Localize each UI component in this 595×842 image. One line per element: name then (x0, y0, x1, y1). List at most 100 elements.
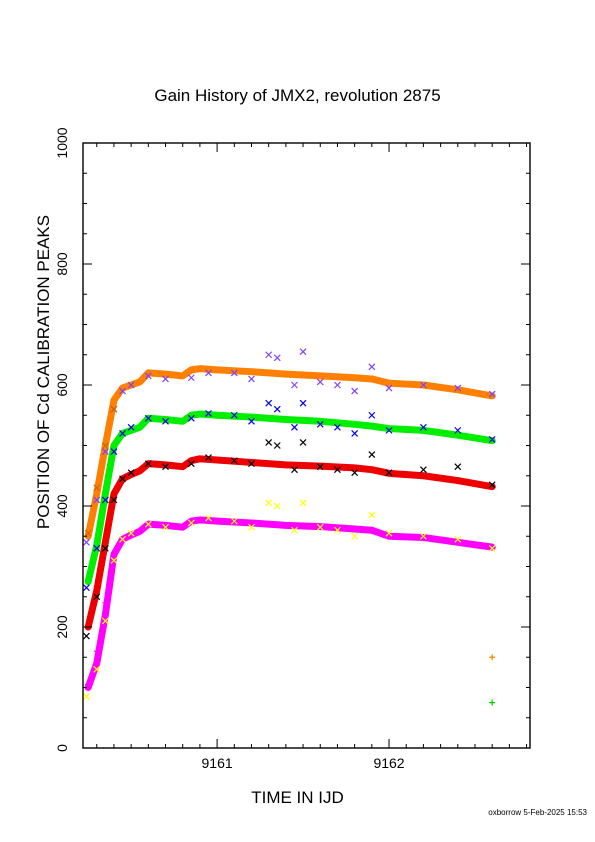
series-layer (83, 348, 496, 706)
data-point (187, 414, 195, 422)
data-point (454, 426, 462, 434)
series-4 (84, 455, 496, 631)
series-line (84, 410, 496, 586)
data-point (205, 410, 212, 417)
data-point (291, 381, 298, 389)
footer-stamp: oxborrow 5-Feb-2025 15:53 (488, 808, 587, 817)
data-point (299, 439, 307, 446)
series-1 (83, 348, 496, 546)
y-tick-label: 1000 (54, 127, 70, 158)
series-6 (84, 516, 496, 691)
data-point (454, 535, 462, 543)
data-point (93, 496, 101, 504)
data-point (488, 544, 496, 552)
data-point (144, 460, 152, 468)
data-point (144, 372, 152, 380)
data-point (368, 363, 376, 371)
data-point (230, 411, 238, 419)
series-line (84, 365, 496, 540)
data-point (205, 514, 212, 522)
data-point (454, 384, 462, 392)
y-tick-label: 400 (54, 494, 70, 518)
data-point (368, 451, 376, 458)
data-point (489, 654, 496, 661)
data-point (334, 423, 341, 431)
data-point (110, 405, 118, 413)
series-0 (84, 365, 496, 540)
data-point (144, 520, 152, 528)
data-point (316, 463, 324, 471)
data-point (110, 448, 118, 455)
data-point (291, 466, 298, 474)
data-point (187, 519, 195, 527)
data-point (291, 423, 298, 431)
data-point (144, 414, 152, 422)
data-point (162, 375, 169, 383)
data-point (83, 632, 90, 640)
data-point (93, 665, 101, 673)
data-point (488, 436, 496, 443)
data-point (205, 369, 212, 377)
series-10 (489, 654, 496, 661)
data-point (162, 417, 169, 425)
data-point (248, 417, 255, 425)
data-point (93, 544, 101, 552)
data-point (230, 369, 238, 377)
data-point (265, 439, 273, 446)
data-point (273, 405, 281, 413)
data-point (102, 599, 109, 606)
data-point (291, 526, 298, 534)
data-point (83, 584, 90, 592)
data-point (127, 381, 135, 389)
data-point (93, 648, 100, 655)
data-point (230, 457, 238, 465)
data-point (101, 442, 109, 449)
data-point (334, 466, 341, 474)
data-point (385, 469, 393, 477)
data-point (187, 374, 195, 382)
data-point (93, 593, 101, 601)
x-axis-label: TIME IN IJD (251, 788, 344, 807)
data-point (119, 387, 126, 395)
data-point (265, 399, 273, 407)
chart-title: Gain History of JMX2, revolution 2875 (154, 86, 441, 105)
data-point (119, 429, 126, 437)
data-point (187, 460, 195, 468)
series-9 (85, 551, 117, 688)
y-tick-label: 0 (54, 744, 70, 752)
data-point (265, 499, 273, 507)
data-point (385, 384, 393, 392)
data-point (299, 499, 307, 507)
plot-frame (82, 142, 531, 749)
data-point (368, 511, 376, 519)
data-point (419, 466, 427, 474)
series-5 (83, 439, 496, 640)
data-point (419, 532, 427, 540)
data-point (110, 496, 118, 504)
series-7 (83, 499, 496, 700)
series-line (84, 516, 496, 691)
data-point (127, 469, 135, 477)
data-point (162, 523, 169, 531)
y-tick-label: 200 (54, 615, 70, 639)
data-point (205, 454, 212, 462)
data-point (316, 523, 324, 531)
data-point (489, 699, 496, 706)
data-point (368, 411, 376, 419)
data-point (248, 460, 255, 468)
data-point (84, 529, 92, 537)
y-axis-label: POSITION OF Cd CALIBRATION PEAKS (34, 214, 53, 530)
data-point (299, 399, 307, 407)
y-tick-label: 600 (54, 373, 70, 397)
data-point (93, 484, 101, 492)
data-point (454, 463, 462, 471)
data-point (83, 538, 90, 546)
data-point (273, 442, 281, 449)
data-point (273, 354, 281, 362)
data-point (351, 469, 359, 477)
data-point (110, 557, 118, 564)
series-2 (84, 410, 496, 586)
series-11 (489, 699, 496, 706)
data-point (265, 351, 273, 359)
data-point (299, 348, 307, 356)
